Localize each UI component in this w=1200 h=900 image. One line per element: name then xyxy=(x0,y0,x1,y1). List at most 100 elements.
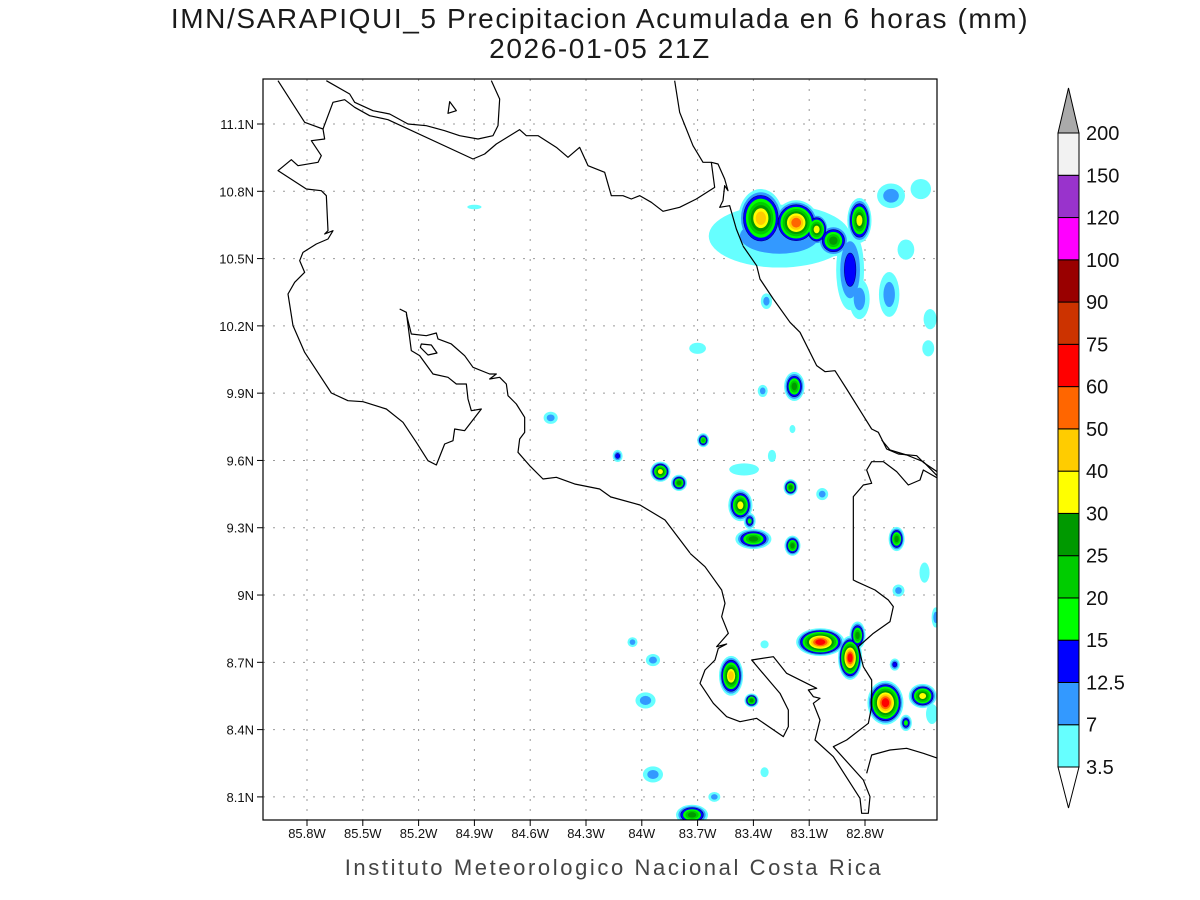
lon-tick-label: 84.9W xyxy=(456,826,494,841)
colorbar-level-label: 75 xyxy=(1086,334,1108,356)
graticule xyxy=(257,79,937,826)
map-frame xyxy=(262,78,938,821)
colorbar-swatch xyxy=(1057,681,1080,726)
lon-tick-label: 84.3W xyxy=(567,826,605,841)
precip-contour-25mm xyxy=(748,536,759,542)
precip-contour-30mm xyxy=(919,692,927,699)
pacific-coastline-central xyxy=(611,497,690,553)
colorbar-level-label: 25 xyxy=(1086,546,1108,568)
precip-contour-25mm xyxy=(790,542,795,549)
lon-tick-label: 84.6W xyxy=(511,826,549,841)
gulf-of-nicoya-coastline xyxy=(406,314,611,497)
precip-contour-3_5mm xyxy=(926,703,937,724)
precip-contour-3_5mm xyxy=(729,463,759,476)
colorbar-swatch xyxy=(1057,724,1080,768)
colorbar-swatch xyxy=(1057,512,1080,557)
precip-contour-7mm xyxy=(759,387,766,395)
precip-contour-50mm xyxy=(791,217,802,228)
precip-contour-25mm xyxy=(791,382,798,391)
precip-contour-3_5mm xyxy=(767,449,777,463)
colorbar-level-label: 7 xyxy=(1086,715,1097,737)
precip-contour-30mm xyxy=(813,225,820,234)
colorbar-level-label: 12.5 xyxy=(1086,672,1125,694)
precip-contour-3_5mm xyxy=(789,425,796,434)
precip-contour-7mm xyxy=(546,414,555,422)
precip-contour-7mm xyxy=(818,490,826,498)
colorbar-swatch xyxy=(1057,343,1080,388)
colorbar-level-label: 40 xyxy=(1086,461,1108,483)
lon-tick-label: 85.5W xyxy=(344,826,382,841)
precip-contour-3_5mm xyxy=(923,309,937,330)
lon-tick-label: 83.7W xyxy=(679,826,717,841)
colorbar-level-label: 3.5 xyxy=(1086,757,1114,779)
map-title: IMN/SARAPIQUI_5 Precipitacion Acumulada … xyxy=(170,3,1030,34)
colorbar-swatch xyxy=(1057,174,1080,219)
lon-tick-label: 83.1W xyxy=(790,826,828,841)
precip-contour-25mm xyxy=(749,698,754,703)
colorbar-swatch xyxy=(1057,386,1080,430)
colorbar-swatch xyxy=(1057,428,1080,472)
precip-contour-25mm xyxy=(788,485,793,490)
lon-tick-label: 83.4W xyxy=(735,826,773,841)
lat-tick-label: 9.6N xyxy=(227,453,254,468)
lat-tick-label: 9.9N xyxy=(227,386,254,401)
caribbean-coastline-north xyxy=(675,81,743,246)
caribbean-coastline xyxy=(743,246,938,472)
lake-island xyxy=(448,102,456,114)
pacific-coastline-south-panama-border xyxy=(690,462,938,814)
colorbar-under-triangle xyxy=(1057,766,1080,809)
precip-contour-3_5mm xyxy=(689,342,706,354)
precip-contour-20mm xyxy=(701,438,705,443)
colorbar-level-label: 50 xyxy=(1086,419,1108,441)
colorbar-swatch xyxy=(1057,597,1080,641)
precip-contour-15mm xyxy=(903,720,908,726)
colorbar-level-label: 20 xyxy=(1086,588,1108,610)
lon-tick-label: 84W xyxy=(628,826,655,841)
precip-contour-7mm xyxy=(647,769,659,779)
panama-caribbean-coastline xyxy=(882,440,938,477)
precip-contour-12_5mm xyxy=(615,453,620,459)
precip-contour-3_5mm xyxy=(897,239,915,260)
lon-tick-label: 85.2W xyxy=(400,826,438,841)
precip-contour-7mm xyxy=(933,611,937,624)
precip-contour-3_5mm xyxy=(467,204,482,210)
precip-contour-40mm xyxy=(755,211,766,225)
panama-pacific-coastline xyxy=(867,748,938,773)
precip-contour-25mm xyxy=(855,631,860,640)
colorbar-level-label: 90 xyxy=(1086,292,1108,314)
pacific-coastline-north xyxy=(278,81,481,465)
precip-contour-7mm xyxy=(639,695,652,705)
precip-contour-3_5mm xyxy=(922,340,935,357)
colorbar-over-triangle xyxy=(1057,87,1080,134)
precip-contour-60mm xyxy=(815,639,826,646)
precip-contour-12_5mm xyxy=(844,252,857,287)
colorbar-legend: 3.5 7 12.5 15 20 25 30 40 50 60 75 90 100 120 150 200 xyxy=(1057,87,1125,809)
precip-contour-12_5mm xyxy=(892,661,898,668)
precipitation-field xyxy=(467,178,937,820)
precip-contour-7mm xyxy=(883,188,899,203)
precip-contour-30mm xyxy=(657,469,663,475)
lat-tick-label: 8.1N xyxy=(227,790,254,805)
precip-contour-25mm xyxy=(687,812,697,818)
colorbar-swatch xyxy=(1057,555,1080,599)
precip-contour-7mm xyxy=(711,794,718,800)
lat-tick-label: 9.3N xyxy=(227,521,254,536)
precip-contour-60mm xyxy=(881,698,890,708)
precip-contour-3_5mm xyxy=(760,767,769,778)
colorbar-level-label: 60 xyxy=(1086,377,1108,399)
colorbar-swatch xyxy=(1057,259,1080,303)
precip-contour-60mm xyxy=(847,653,853,663)
precip-contour-25mm xyxy=(676,480,682,486)
precip-contour-15mm xyxy=(747,518,752,524)
lat-tick-label: 10.5N xyxy=(219,252,254,267)
precip-contour-3_5mm xyxy=(919,562,930,583)
latitude-axis-labels: 11.1N 10.8N 10.5N 10.2N 9.9N 9.6N 9.3N 9N 8.7N 8.… xyxy=(219,117,254,805)
colorbar-level-label: 120 xyxy=(1086,208,1119,230)
colorbar-swatch xyxy=(1057,132,1080,176)
precip-contour-7mm xyxy=(853,287,866,311)
precip-contour-3_5mm xyxy=(760,640,769,649)
longitude-axis-labels: 85.8W 85.5W 85.2W 84.9W 84.6W 84.3W 84W 83.7W 83… xyxy=(288,826,884,841)
colorbar-level-label: 200 xyxy=(1086,123,1119,145)
precip-contour-3_5mm xyxy=(910,178,932,200)
